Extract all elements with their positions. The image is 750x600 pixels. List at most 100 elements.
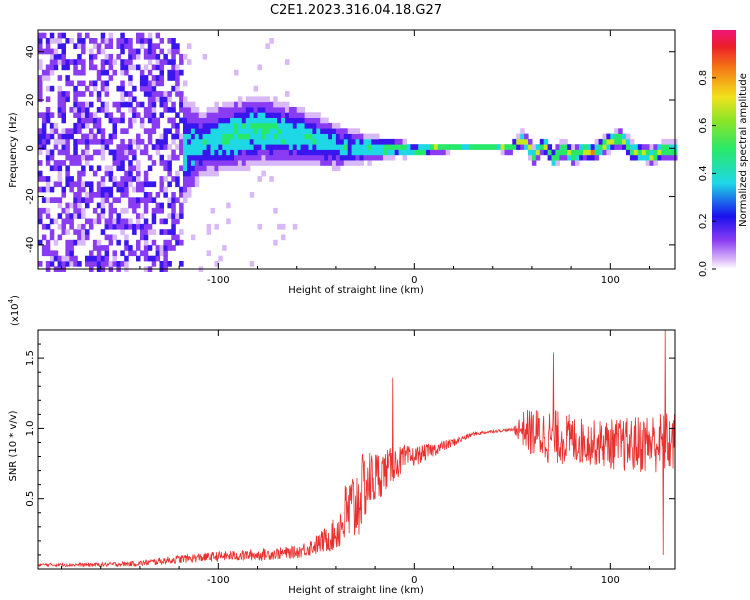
spectrogram-cell [89,38,94,44]
spectrogram-cell [183,149,188,156]
spectrogram-cell [335,165,341,172]
spectrogram-cell [324,144,329,150]
spectrogram-cell [163,261,168,267]
spectrogram-cell [96,202,102,209]
spectrogram-cell [61,101,66,108]
spectrogram-cell [73,91,78,97]
spectrogram-cell [312,138,317,145]
spectrogram-cell [49,85,55,92]
spectrogram-cell [379,149,384,156]
spectrogram-cell [100,255,106,262]
spectrogram-cell [61,149,66,156]
spectrogram-cell [108,176,114,182]
spectrogram-cell [171,117,176,124]
spectrogram-cell [269,160,274,166]
spectrogram-cell [187,107,192,113]
spectrogram-cell [136,170,141,177]
spectrogram-cell [128,80,133,87]
spectrogram-cell [96,107,102,113]
spectrogram-cell [81,197,86,203]
spectrogram-cell [343,160,349,166]
spectrogram-cell [183,101,188,108]
spectrogram-cell [57,213,63,219]
spectrogram-cell [222,107,227,113]
spectrogram-cell [171,138,176,145]
spectrogram-cell [96,69,102,76]
spectrogram-cell [49,38,55,44]
spectrogram-cell [390,144,396,150]
spectrogram-cell [151,80,157,87]
spectrogram-cell [143,64,149,71]
spectrogram-cell [116,181,121,188]
spectrogram-cell [641,144,647,150]
colorbar-ticks: 0.00.20.40.60.8 [698,70,716,277]
spectrogram-cell [69,176,74,182]
spectrogram-cell [171,197,176,203]
spectrogram-cell [147,181,153,188]
spectrogram-cell [218,144,223,150]
spectrogram-cell [187,144,192,150]
spectrogram-cell [159,144,164,150]
spectrogram-cell [245,154,251,161]
spectrogram-cell [637,144,643,150]
spectrogram-cell [147,69,153,76]
spectrogram-cell [241,160,247,166]
spectrogram-cell [85,218,90,225]
spectrogram-cell [206,122,212,129]
spectrogram-cell [143,229,149,235]
spectrogram-cell [112,128,117,134]
spectrogram-cell [183,197,188,203]
spectrogram-cell [645,149,651,156]
spectrogram-cell [304,112,310,118]
spectrogram-cell [77,181,82,188]
spectrogram-cell [273,96,278,103]
spectrogram-cell [128,170,133,177]
spectrogram-cell [132,250,137,257]
spectrogram-cell [347,149,353,156]
spectrogram-cell [531,154,537,161]
spectrogram-cell [120,160,125,166]
spectrogram-cell [159,250,164,257]
spectrogram-cell [73,138,78,145]
spectrogram-cell [73,144,78,150]
spectrogram-cell [104,80,110,87]
spectrogram-cell [120,192,125,198]
spectrogram-cell [230,122,235,129]
spectrogram-cell [128,64,133,71]
spectrogram-cell [57,43,63,49]
spectrogram-cell [139,38,145,44]
spectrogram-cell [38,59,43,65]
spectrogram-cell [104,170,110,177]
spectrogram-cell [53,239,59,246]
spectrogram-cell [351,128,357,134]
spectrogram-cell [190,154,196,161]
spectrogram-cell [226,149,231,156]
spectrogram-cell [100,38,106,44]
spectrogram-cell [269,101,274,108]
spectrogram-cell [100,192,106,198]
spectrogram-cell [328,154,333,161]
spectrogram-cell [508,149,513,156]
spectrogram-cell [226,128,231,134]
spectrogram-cell [143,38,149,44]
spectrogram-cell [441,149,447,156]
snr-multiplier: (x104) [7,295,21,326]
spectrogram-cell [202,53,208,60]
spectrogram-cell [124,144,129,150]
spectrogram-cell [261,149,266,156]
spectrogram-cell [520,138,525,145]
spectrogram-cell [316,117,321,124]
spectrogram-cell [402,138,408,145]
spectrogram-cell [45,117,51,124]
spectrogram-cell [65,218,70,225]
spectrogram-cell [116,38,121,44]
spectrogram-cell [175,122,180,129]
spectrogram-cell [187,176,192,182]
spectrogram-cell [355,133,360,140]
spectrogram-cell [167,170,172,177]
spectrogram-cell [539,149,545,156]
spectrogram-cell [120,165,125,172]
spectrogram-cell [61,64,66,71]
spectrogram-cell [49,133,55,140]
spectrogram-cell [500,144,506,150]
